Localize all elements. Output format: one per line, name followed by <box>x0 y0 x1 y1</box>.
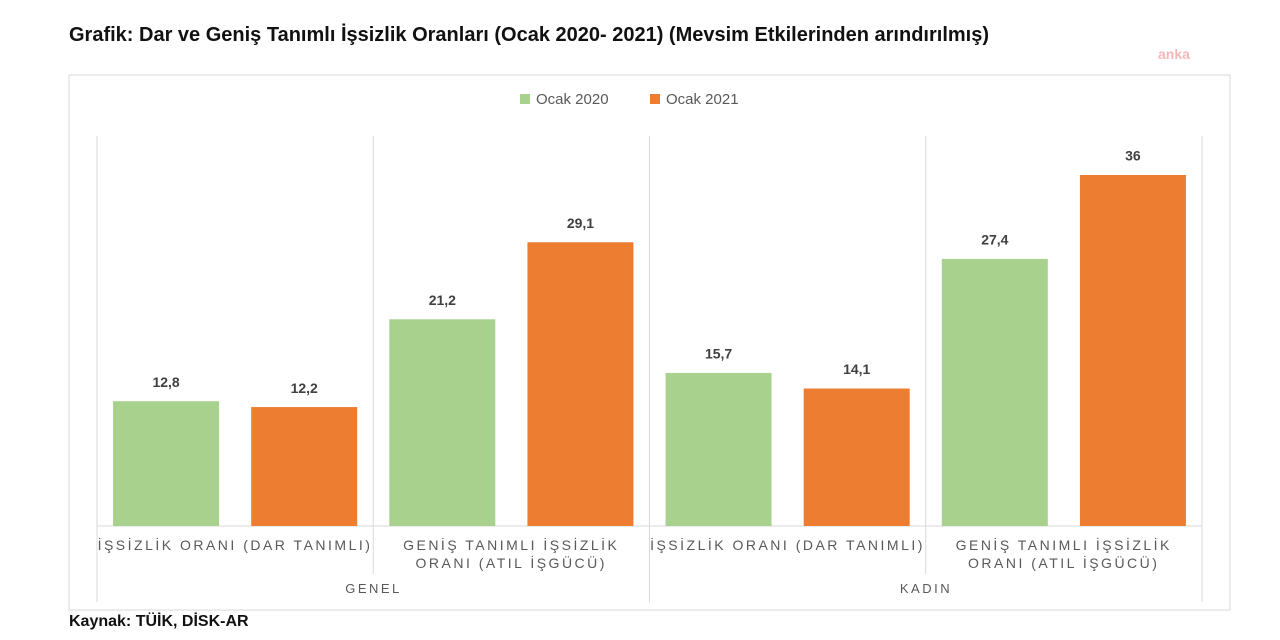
bar <box>527 242 634 526</box>
bar <box>113 401 220 526</box>
value-label: 36 <box>1125 148 1141 164</box>
bar <box>803 388 910 526</box>
group-label: GENEL <box>345 581 402 596</box>
bar <box>1079 175 1186 526</box>
value-label: 12,2 <box>291 380 318 396</box>
value-label: 15,7 <box>705 346 732 362</box>
x-tick-label: GENİŞ TANIMLI İŞSİZLİK ORANI (ATIL İŞGÜC… <box>403 537 620 571</box>
x-tick-label: İŞSİZLİK ORANI (DAR TANIMLI) <box>97 537 373 553</box>
x-tick-label: GENİŞ TANIMLI İŞSİZLİK ORANI (ATIL İŞGÜC… <box>955 537 1172 571</box>
value-label: 29,1 <box>567 215 594 231</box>
value-label: 12,8 <box>152 374 179 390</box>
legend-swatch <box>650 94 660 104</box>
value-label: 14,1 <box>843 361 870 377</box>
bar <box>251 407 358 526</box>
group-label: KADIN <box>899 581 953 596</box>
bar <box>389 319 496 526</box>
chart-frame <box>68 74 1231 611</box>
value-label: 21,2 <box>429 292 456 308</box>
source: Kaynak: TÜİK, DİSK-AR <box>69 613 249 630</box>
watermark: anka <box>1158 46 1190 62</box>
value-label: 27,4 <box>981 232 1008 248</box>
legend-label: Ocak 2020 <box>536 91 609 108</box>
chart-title: Grafik: Dar ve Geniş Tanımlı İşsizlik Or… <box>69 24 989 46</box>
bar <box>665 372 772 526</box>
legend-label: Ocak 2021 <box>666 91 739 108</box>
legend-swatch <box>520 94 530 104</box>
bar <box>941 258 1048 526</box>
x-tick-label: İŞSİZLİK ORANI (DAR TANIMLI) <box>650 537 925 553</box>
